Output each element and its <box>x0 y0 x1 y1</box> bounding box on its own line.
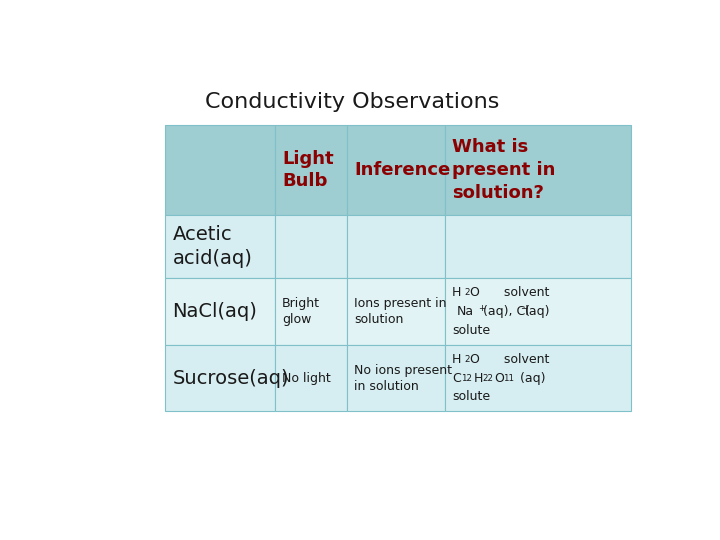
Bar <box>445 278 631 346</box>
Text: 2: 2 <box>464 355 470 364</box>
Bar <box>275 278 347 346</box>
Bar <box>275 215 347 278</box>
Bar <box>347 278 445 346</box>
Bar <box>347 346 445 411</box>
Text: (aq): (aq) <box>526 305 551 318</box>
Text: 12: 12 <box>461 374 472 383</box>
Text: No light: No light <box>282 372 330 385</box>
Bar <box>166 278 275 346</box>
Bar <box>445 215 631 278</box>
Text: No ions present
in solution: No ions present in solution <box>354 363 452 393</box>
Text: H: H <box>473 372 482 385</box>
Text: NaCl(aq): NaCl(aq) <box>173 302 258 321</box>
Text: (aq), Cl: (aq), Cl <box>483 305 529 318</box>
Text: O: O <box>495 372 505 385</box>
Text: O      solvent: O solvent <box>470 286 549 299</box>
Text: Light
Bulb: Light Bulb <box>282 150 333 191</box>
Text: −: − <box>520 303 527 313</box>
Text: 2: 2 <box>464 288 470 297</box>
Bar <box>445 125 631 215</box>
Text: solute: solute <box>452 390 490 403</box>
Text: +: + <box>478 303 485 313</box>
Text: H: H <box>452 286 462 299</box>
Text: Sucrose(aq): Sucrose(aq) <box>173 369 289 388</box>
Text: Conductivity Observations: Conductivity Observations <box>205 92 500 112</box>
Text: C: C <box>452 372 461 385</box>
Text: solute: solute <box>452 324 490 337</box>
Text: 11: 11 <box>503 374 515 383</box>
Text: O      solvent: O solvent <box>470 353 549 367</box>
Bar <box>275 125 347 215</box>
Bar <box>166 125 275 215</box>
Text: Ions present in
solution: Ions present in solution <box>354 296 447 326</box>
Bar <box>166 346 275 411</box>
Text: Inference: Inference <box>354 161 451 179</box>
Text: Acetic
acid(aq): Acetic acid(aq) <box>173 225 253 268</box>
Text: Bright
glow: Bright glow <box>282 296 320 326</box>
Text: 22: 22 <box>482 374 493 383</box>
Bar <box>275 346 347 411</box>
Bar <box>347 215 445 278</box>
Text: (aq): (aq) <box>516 372 545 385</box>
Bar <box>166 215 275 278</box>
Text: What is
present in
solution?: What is present in solution? <box>452 138 556 202</box>
Text: H: H <box>452 353 462 367</box>
Bar <box>445 346 631 411</box>
Text: Na: Na <box>456 305 474 318</box>
Bar <box>347 125 445 215</box>
